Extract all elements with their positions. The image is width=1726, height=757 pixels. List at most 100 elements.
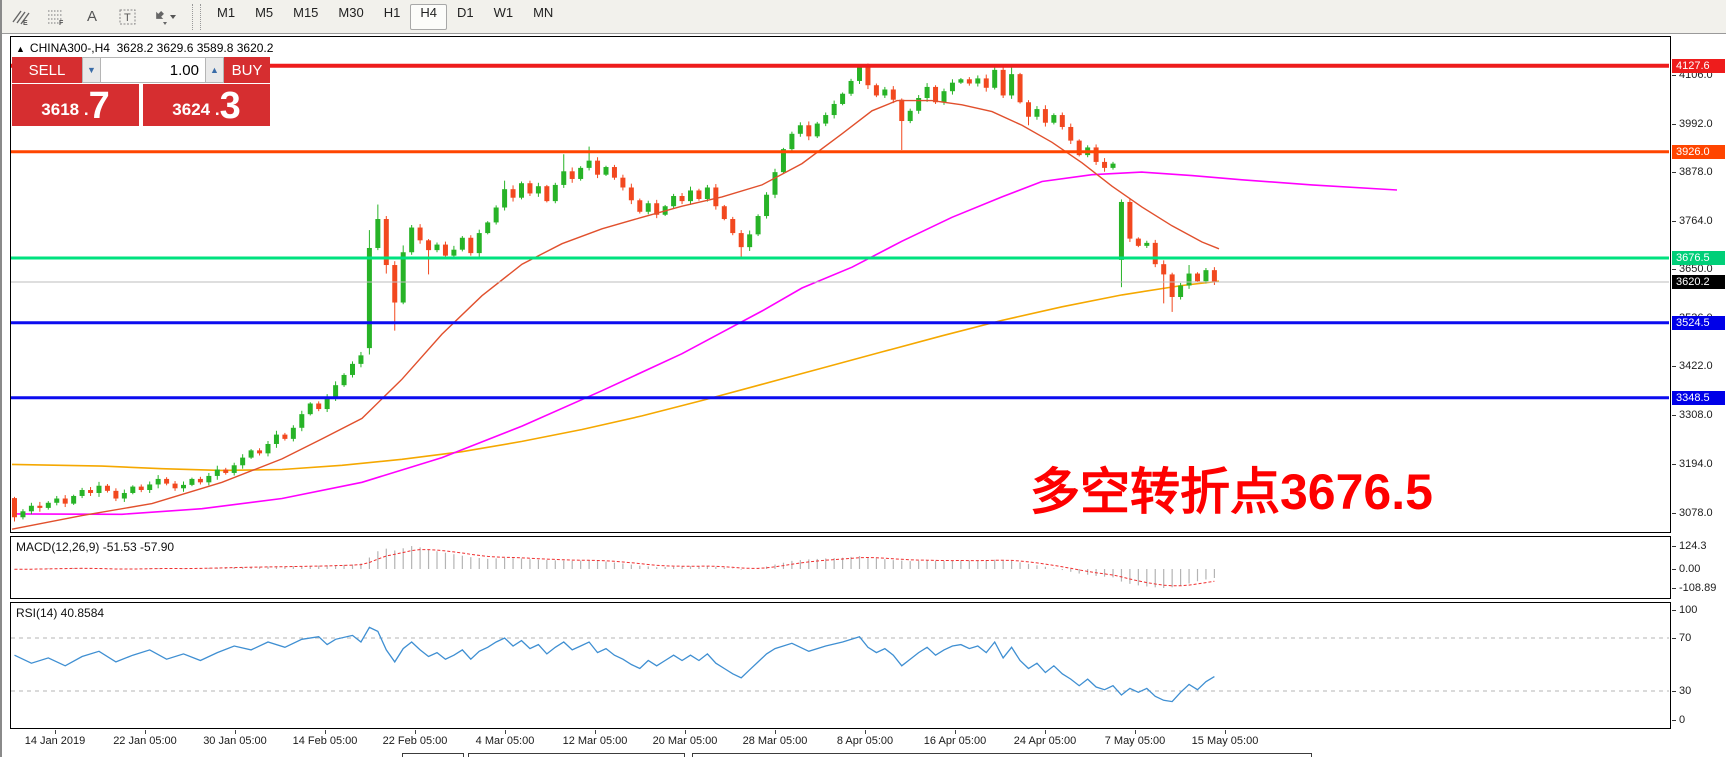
date-label: 15 May 05:00: [1191, 735, 1259, 747]
buy-button[interactable]: BUY: [224, 57, 270, 83]
fibonacci-icon[interactable]: F: [40, 3, 72, 31]
axis-tick: [1672, 638, 1676, 639]
rsi-tick-label: 70: [1679, 632, 1692, 644]
volume-decrease-button[interactable]: ▼: [82, 57, 101, 83]
ohlc-values: 3628.2 3629.6 3589.8 3620.2: [116, 41, 274, 55]
date-label: 24 Apr 05:00: [1013, 735, 1077, 747]
macd-tick-label: 124.3: [1679, 540, 1707, 552]
rsi-label: RSI(14) 40.8584: [16, 606, 105, 620]
timeframe-h4[interactable]: H4: [410, 3, 447, 30]
date-label: 22 Jan 05:00: [113, 735, 177, 747]
price-tick-label: 3764.0: [1679, 214, 1713, 227]
axis-tick: [1672, 691, 1676, 692]
price-level-badge: 3676.5: [1672, 250, 1725, 265]
price-tick-label: 3650.0: [1679, 263, 1713, 276]
toolbar-separator: [192, 3, 201, 30]
axis-tick: [1672, 513, 1676, 514]
timeframe-m5[interactable]: M5: [255, 4, 274, 20]
date-tick: [235, 730, 236, 734]
arrow-objects-icon[interactable]: [148, 3, 180, 31]
axis-tick: [1672, 610, 1676, 611]
timeframe-d1[interactable]: D1: [456, 4, 474, 20]
axis-tick: [1672, 366, 1676, 368]
timeframe-group: M1 M5 M15 M30 H1 H4 D1 W1 MN: [207, 3, 563, 30]
price-level-badge: 3524.5: [1672, 315, 1725, 330]
price-level-badge: 4127.6: [1672, 58, 1725, 73]
date-tick: [505, 730, 506, 734]
macd-label: MACD(12,26,9) -51.53 -57.90: [16, 540, 175, 554]
date-label: 12 Mar 05:00: [562, 735, 628, 747]
price-tick-label: 3992.0: [1679, 117, 1713, 130]
date-tick: [775, 730, 776, 734]
chart-title: ▲ CHINA300-,H4 3628.2 3629.6 3589.8 3620.…: [16, 41, 273, 55]
volume-increase-button[interactable]: ▲: [205, 57, 224, 83]
date-label: 4 Mar 05:00: [475, 735, 535, 747]
chart-tab[interactable]: [402, 753, 464, 757]
axis-tick: [1672, 269, 1676, 271]
date-label: 28 Mar 05:00: [742, 735, 808, 747]
rsi-tick-label: 30: [1679, 685, 1692, 697]
price-level-badge: 3926.0: [1672, 144, 1725, 159]
price-tick-label: 3308.0: [1679, 409, 1713, 421]
axis-tick: [1672, 123, 1676, 125]
axis-tick: [1672, 172, 1676, 174]
date-tick: [595, 730, 596, 734]
price-tick-label: 3078.0: [1679, 507, 1713, 519]
price-level-badge: 3620.2: [1672, 274, 1725, 289]
buy-price-main: 3624 .: [172, 100, 220, 119]
symbol-label: CHINA300-,H4: [29, 41, 110, 55]
date-tick: [685, 730, 686, 734]
date-tick: [1045, 730, 1046, 734]
chart-tab[interactable]: [468, 753, 685, 757]
timeframe-w1[interactable]: W1: [493, 4, 514, 20]
text-label-icon[interactable]: T: [112, 3, 144, 31]
text-icon[interactable]: A: [86, 8, 97, 25]
timeframe-m1[interactable]: M1: [217, 4, 236, 20]
macd-tick-label: -108.89: [1679, 582, 1717, 594]
timeframe-m30[interactable]: M30: [338, 4, 364, 20]
chart-annotation: 多空转折点3676.5: [1030, 464, 1433, 520]
price-axis[interactable]: 4106.03992.03878.03764.03650.03536.03422…: [1672, 36, 1726, 729]
date-tick: [1225, 730, 1226, 734]
date-tick: [55, 730, 56, 734]
price-tick-label: 3422.0: [1679, 360, 1713, 373]
toolbar: E F A T M1 M5 M15: [2, 0, 1726, 34]
collapse-icon[interactable]: ▲: [16, 44, 25, 54]
price-divider: [139, 84, 143, 126]
timeframe-h1[interactable]: H1: [383, 4, 401, 20]
date-label: 30 Jan 05:00: [203, 735, 267, 747]
axis-tick: [1672, 546, 1676, 547]
date-axis[interactable]: 14 Jan 2019 22 Jan 05:00 30 Jan 05:00 14 Fe…: [10, 730, 1671, 753]
sell-price-big-digit: 7: [88, 85, 110, 127]
axis-tick: [1672, 75, 1676, 76]
axis-tick: [1672, 569, 1676, 570]
sell-price-main: 3618 .: [41, 100, 89, 119]
date-tick: [325, 730, 326, 734]
date-tick: [415, 730, 416, 734]
sell-button[interactable]: SELL: [12, 57, 82, 83]
macd-pane[interactable]: [10, 536, 1671, 599]
date-tick: [145, 730, 146, 734]
buy-price-display[interactable]: 3624 .3: [143, 84, 270, 126]
date-tick: [955, 730, 956, 734]
rsi-pane[interactable]: [10, 602, 1671, 729]
volume-input[interactable]: [101, 57, 205, 83]
svg-text:T: T: [124, 12, 131, 24]
axis-tick: [1672, 415, 1676, 416]
axis-tick: [1672, 463, 1676, 465]
price-tick-label: 3194.0: [1679, 457, 1713, 470]
date-tick: [1135, 730, 1136, 734]
date-label: 14 Jan 2019: [24, 735, 86, 747]
one-click-trade-panel: SELL ▼ ▲ BUY 3618 .7 3624 .3: [12, 57, 270, 126]
chart-tab[interactable]: [692, 753, 1312, 757]
sell-price-display[interactable]: 3618 .7: [12, 84, 139, 126]
macd-tick-label: 0.00: [1679, 563, 1701, 575]
date-label: 20 Mar 05:00: [652, 735, 718, 747]
timeframe-mn[interactable]: MN: [533, 4, 554, 20]
svg-text:E: E: [23, 20, 28, 26]
timeframe-m15[interactable]: M15: [293, 4, 319, 20]
date-label: 16 Apr 05:00: [923, 735, 987, 747]
draw-tools-icon[interactable]: E: [4, 3, 36, 31]
date-label: 14 Feb 05:00: [292, 735, 358, 747]
